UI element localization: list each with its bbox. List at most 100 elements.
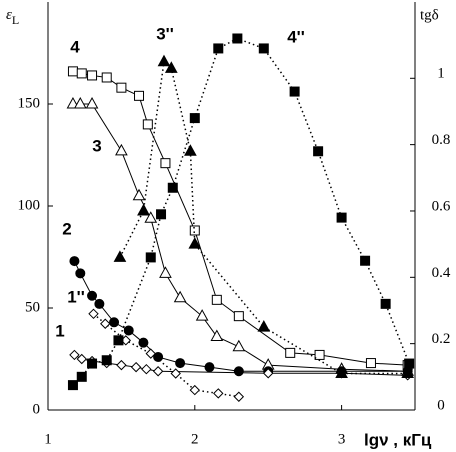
point (76, 371, 87, 382)
point (195, 309, 209, 321)
y-label-sub: L (12, 13, 19, 27)
x-tick-label: 3 (338, 431, 346, 447)
y2-tick-label: 0.8 (432, 132, 451, 148)
point (94, 298, 105, 309)
point (164, 61, 178, 73)
y-tick-label: 0 (33, 401, 41, 417)
point (184, 144, 197, 156)
point (314, 349, 325, 360)
point (76, 353, 87, 365)
point (145, 252, 156, 263)
point (116, 359, 127, 371)
y2-tick-label: 1 (437, 66, 445, 82)
series-line (72, 103, 408, 372)
point (173, 290, 187, 303)
point (138, 337, 149, 348)
point (88, 308, 99, 320)
series-label: 3'' (156, 24, 174, 43)
point (137, 203, 150, 216)
point (87, 70, 98, 81)
point (100, 318, 111, 329)
point (233, 311, 244, 322)
point (156, 209, 167, 220)
point (157, 54, 171, 67)
x-axis-label: lgν , кГц (364, 430, 432, 449)
point (401, 366, 415, 379)
y-label-symbol: ε (6, 7, 12, 23)
point (160, 158, 171, 169)
point (115, 143, 128, 156)
point (233, 391, 245, 402)
point (142, 119, 153, 130)
point (213, 388, 224, 399)
point (210, 329, 224, 342)
point (87, 290, 98, 301)
point (159, 266, 172, 278)
point (360, 255, 371, 266)
point (232, 33, 243, 44)
point (404, 358, 415, 369)
point (69, 256, 80, 267)
y2-tick-label: 0.6 (432, 198, 451, 214)
point (113, 250, 127, 262)
point (132, 188, 146, 201)
point (152, 366, 164, 377)
point (336, 212, 347, 223)
series-label: 2 (62, 219, 71, 238)
point (175, 358, 186, 369)
point (313, 146, 324, 157)
y-tick-label: 100 (18, 197, 41, 213)
point (188, 237, 202, 249)
y2-tick-label: 0.2 (432, 331, 451, 347)
point (130, 361, 142, 373)
point (144, 211, 158, 223)
point (365, 358, 376, 369)
point (189, 225, 200, 236)
series-label: 1'' (67, 287, 85, 306)
point (134, 90, 145, 101)
point (75, 268, 86, 279)
point (285, 347, 296, 358)
point (123, 325, 134, 336)
point (116, 82, 127, 93)
point (170, 368, 181, 379)
point (211, 294, 222, 305)
point (213, 43, 224, 54)
point (67, 380, 78, 391)
point (101, 355, 112, 366)
series-label: 3 (92, 136, 101, 155)
y2-axis-label: tgδ (420, 7, 439, 23)
series-label: 1 (55, 321, 64, 340)
point (204, 362, 215, 373)
y-tick-label: 50 (25, 299, 40, 315)
y-axis-label: εL (6, 7, 19, 26)
series-label: 4 (70, 37, 80, 56)
point (69, 349, 80, 361)
point (233, 366, 244, 377)
y-tick-label: 150 (18, 95, 41, 111)
point (189, 384, 201, 396)
point (153, 351, 164, 362)
x-tick-label: 2 (191, 431, 199, 447)
point (262, 368, 274, 379)
point (113, 335, 124, 346)
x-tick-label: 1 (44, 431, 52, 447)
point (380, 298, 391, 309)
point (101, 72, 112, 83)
point (73, 96, 87, 109)
point (145, 348, 156, 359)
point (85, 96, 99, 109)
series-label: 4'' (287, 27, 305, 46)
series-line (93, 313, 239, 398)
point (258, 43, 269, 54)
point (87, 358, 98, 369)
point (76, 68, 87, 79)
y2-tick-label: 0 (437, 397, 445, 413)
point (109, 317, 120, 328)
y2-tick-label: 0.4 (432, 265, 451, 281)
point (232, 339, 246, 352)
point (189, 113, 200, 124)
point (167, 182, 178, 193)
point (141, 363, 152, 375)
